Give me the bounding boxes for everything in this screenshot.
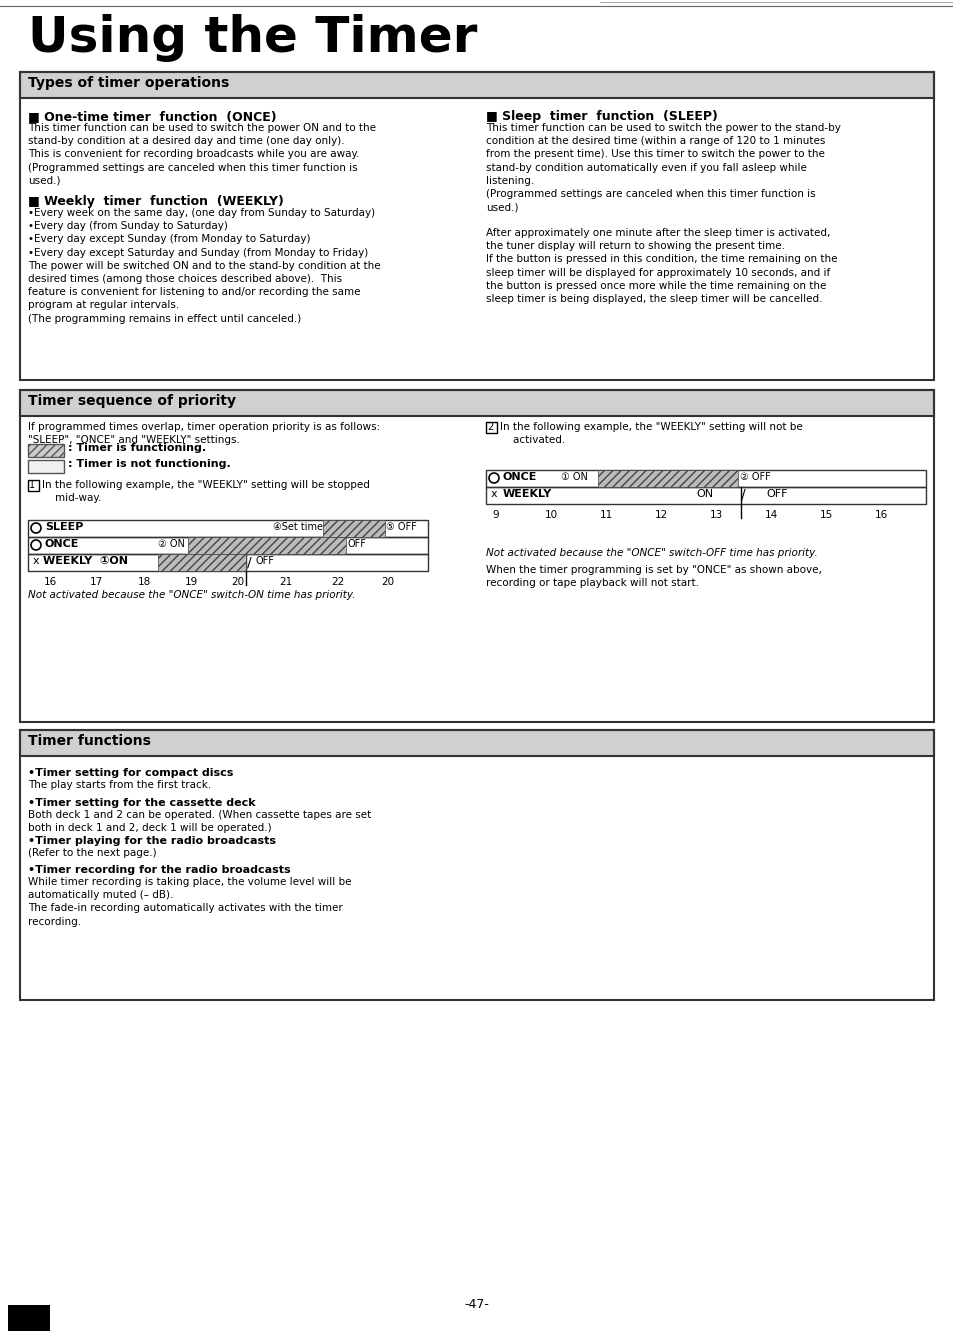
Text: The play starts from the first track.: The play starts from the first track. xyxy=(28,780,211,790)
Text: 20: 20 xyxy=(381,577,395,587)
Text: Timer functions: Timer functions xyxy=(28,734,151,748)
Text: While timer recording is taking place, the volume level will be
automatically mu: While timer recording is taking place, t… xyxy=(28,877,351,926)
Text: /: / xyxy=(740,488,745,503)
Text: •Timer playing for the radio broadcasts: •Timer playing for the radio broadcasts xyxy=(28,836,275,846)
Text: 15: 15 xyxy=(819,511,832,520)
Bar xyxy=(28,537,428,555)
Text: ⑤ OFF: ⑤ OFF xyxy=(386,523,416,532)
Text: 16: 16 xyxy=(43,577,56,587)
Text: Timer sequence of priority: Timer sequence of priority xyxy=(28,395,235,408)
Bar xyxy=(28,555,428,571)
Bar xyxy=(20,72,933,99)
Text: •Timer recording for the radio broadcasts: •Timer recording for the radio broadcast… xyxy=(28,865,291,874)
Text: /: / xyxy=(247,555,252,569)
Bar xyxy=(485,423,497,433)
Text: •Timer setting for compact discs: •Timer setting for compact discs xyxy=(28,768,233,778)
Bar xyxy=(323,520,385,537)
Text: ② OFF: ② OFF xyxy=(740,472,770,483)
Text: ① ON: ① ON xyxy=(560,472,587,483)
Text: -47-: -47- xyxy=(464,1298,489,1310)
Text: Both deck 1 and 2 can be operated. (When cassette tapes are set
both in deck 1 a: Both deck 1 and 2 can be operated. (When… xyxy=(28,810,371,833)
Text: ② ON: ② ON xyxy=(158,539,185,549)
Bar xyxy=(20,391,933,722)
Bar xyxy=(28,444,64,457)
Text: 17: 17 xyxy=(90,577,103,587)
Text: 11: 11 xyxy=(598,511,612,520)
Text: x: x xyxy=(491,489,497,499)
Bar xyxy=(28,520,428,537)
Text: When the timer programming is set by "ONCE" as shown above,
recording or tape pl: When the timer programming is set by "ON… xyxy=(485,565,821,588)
Bar xyxy=(20,730,933,756)
Text: In the following example, the "WEEKLY" setting will be stopped
    mid-way.: In the following example, the "WEEKLY" s… xyxy=(42,480,370,503)
Text: ■ One-time timer  function  (ONCE): ■ One-time timer function (ONCE) xyxy=(28,111,276,123)
Text: If programmed times overlap, timer operation priority is as follows:
"SLEEP", "O: If programmed times overlap, timer opera… xyxy=(28,423,380,445)
Text: WEEKLY  ①ON: WEEKLY ①ON xyxy=(43,556,128,567)
Bar xyxy=(20,391,933,416)
Text: Types of timer operations: Types of timer operations xyxy=(28,76,229,91)
Text: 22: 22 xyxy=(331,577,344,587)
Text: ④Set time: ④Set time xyxy=(273,523,323,532)
Text: OFF: OFF xyxy=(255,556,274,567)
Text: : Timer is not functioning.: : Timer is not functioning. xyxy=(68,459,231,469)
Text: Not activated because the "ONCE" switch-OFF time has priority.: Not activated because the "ONCE" switch-… xyxy=(485,548,817,559)
Text: 19: 19 xyxy=(184,577,197,587)
Text: 2: 2 xyxy=(486,423,493,432)
Bar xyxy=(20,72,933,380)
Bar xyxy=(485,471,925,487)
Text: WEEKLY: WEEKLY xyxy=(502,489,552,499)
Text: ON: ON xyxy=(696,489,713,499)
Bar xyxy=(28,480,39,491)
Text: 18: 18 xyxy=(137,577,151,587)
Text: 20: 20 xyxy=(232,577,244,587)
Text: x: x xyxy=(33,556,40,567)
Bar xyxy=(8,1305,50,1330)
Text: ONCE: ONCE xyxy=(502,472,537,483)
Bar xyxy=(188,537,346,555)
Text: : Timer is functioning.: : Timer is functioning. xyxy=(68,443,206,453)
Text: 13: 13 xyxy=(709,511,721,520)
Text: This timer function can be used to switch the power ON and to the
stand-by condi: This timer function can be used to switc… xyxy=(28,123,375,185)
Text: •Every week on the same day, (one day from Sunday to Saturday)
•Every day (from : •Every week on the same day, (one day fr… xyxy=(28,208,380,324)
Text: •Timer setting for the cassette deck: •Timer setting for the cassette deck xyxy=(28,798,255,808)
Text: ONCE: ONCE xyxy=(45,539,79,549)
Text: OFF: OFF xyxy=(765,489,786,499)
Text: Not activated because the "ONCE" switch-ON time has priority.: Not activated because the "ONCE" switch-… xyxy=(28,591,355,600)
Bar xyxy=(28,460,64,473)
Text: OFF: OFF xyxy=(348,539,367,549)
Text: After approximately one minute after the sleep timer is activated,
the tuner dis: After approximately one minute after the… xyxy=(485,228,837,304)
Text: In the following example, the "WEEKLY" setting will not be
    activated.: In the following example, the "WEEKLY" s… xyxy=(499,423,801,445)
Bar xyxy=(20,730,933,1000)
Text: 21: 21 xyxy=(279,577,293,587)
Text: SLEEP: SLEEP xyxy=(45,523,83,532)
Text: This timer function can be used to switch the power to the stand-by
condition at: This timer function can be used to switc… xyxy=(485,123,840,212)
Text: Using the Timer: Using the Timer xyxy=(28,15,476,63)
Bar xyxy=(485,487,925,504)
Text: 1: 1 xyxy=(29,480,35,491)
Text: 12: 12 xyxy=(654,511,667,520)
Text: 10: 10 xyxy=(544,511,557,520)
Bar xyxy=(158,555,246,571)
Text: 14: 14 xyxy=(763,511,777,520)
Text: (Refer to the next page.): (Refer to the next page.) xyxy=(28,848,156,858)
Text: 9: 9 xyxy=(492,511,498,520)
Text: ■ Sleep  timer  function  (SLEEP): ■ Sleep timer function (SLEEP) xyxy=(485,111,717,123)
Text: 16: 16 xyxy=(874,511,886,520)
Text: ■ Weekly  timer  function  (WEEKLY): ■ Weekly timer function (WEEKLY) xyxy=(28,195,284,208)
Bar xyxy=(598,471,738,487)
